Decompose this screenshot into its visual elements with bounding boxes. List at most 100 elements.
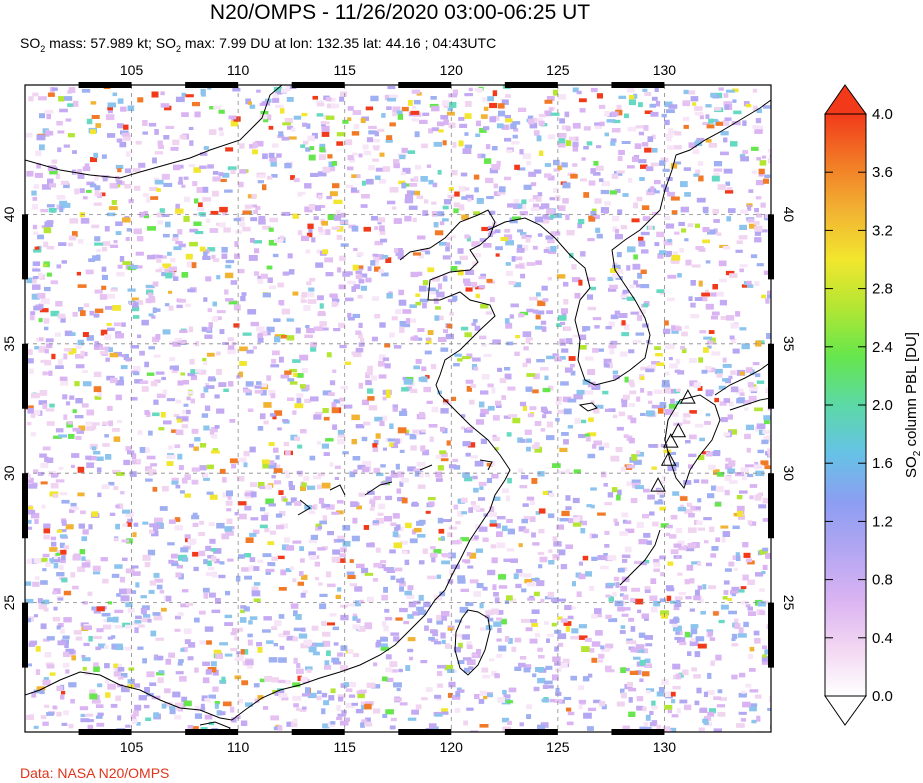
so2-pixel xyxy=(480,390,489,395)
so2-pixel xyxy=(389,661,398,667)
so2-pixel xyxy=(672,412,679,417)
so2-pixel xyxy=(246,663,253,669)
so2-pixel xyxy=(262,153,268,160)
so2-pixel xyxy=(74,188,80,195)
so2-pixel xyxy=(268,442,275,447)
so2-pixel xyxy=(418,594,424,601)
lon-label-top: 110 xyxy=(227,62,250,78)
so2-pixel xyxy=(379,152,385,157)
so2-pixel xyxy=(461,414,466,418)
so2-pixel xyxy=(80,510,86,515)
so2-pixel xyxy=(572,522,582,527)
so2-pixel xyxy=(687,527,697,533)
so2-pixel xyxy=(661,383,670,388)
so2-pixel xyxy=(211,254,216,260)
so2-pixel xyxy=(81,403,89,408)
so2-pixel xyxy=(225,264,232,269)
so2-pixel xyxy=(550,231,556,237)
so2-pixel xyxy=(364,703,372,710)
so2-pixel xyxy=(569,606,576,610)
so2-pixel xyxy=(386,200,396,205)
so2-pixel xyxy=(152,157,157,164)
so2-pixel xyxy=(56,572,65,577)
so2-pixel xyxy=(568,518,576,524)
so2-pixel xyxy=(170,272,176,278)
so2-pixel xyxy=(691,561,701,565)
so2-pixel xyxy=(384,343,391,348)
so2-pixel xyxy=(690,280,696,286)
so2-pixel xyxy=(107,133,116,138)
so2-pixel xyxy=(253,271,260,276)
so2-pixel xyxy=(761,439,769,445)
so2-pixel xyxy=(413,468,423,472)
so2-pixel xyxy=(552,656,561,663)
so2-pixel xyxy=(290,603,299,609)
so2-pixel xyxy=(308,287,315,292)
so2-pixel xyxy=(537,206,544,210)
so2-pixel xyxy=(301,482,307,488)
so2-pixel xyxy=(421,697,428,701)
so2-pixel xyxy=(352,517,358,524)
so2-pixel xyxy=(281,308,290,315)
so2-pixel xyxy=(651,134,656,140)
so2-pixel xyxy=(616,494,621,501)
so2-pixel xyxy=(255,206,261,210)
so2-pixel xyxy=(587,306,596,311)
so2-pixel xyxy=(38,318,43,323)
so2-pixel xyxy=(369,507,375,511)
so2-pixel xyxy=(605,594,611,598)
so2-pixel xyxy=(139,350,145,356)
so2-pixel xyxy=(440,426,446,432)
so2-pixel xyxy=(633,656,641,660)
so2-pixel xyxy=(491,557,498,564)
so2-pixel xyxy=(572,581,576,587)
so2-pixel xyxy=(489,297,495,303)
so2-pixel xyxy=(686,502,692,507)
so2-pixel xyxy=(512,134,518,139)
so2-pixel xyxy=(139,447,146,453)
so2-pixel xyxy=(423,386,431,393)
so2-pixel xyxy=(85,269,94,275)
so2-pixel xyxy=(547,250,557,254)
so2-pixel xyxy=(151,91,159,98)
so2-pixel xyxy=(466,426,474,430)
so2-pixel xyxy=(763,436,771,442)
so2-pixel xyxy=(656,289,665,293)
so2-pixel xyxy=(251,590,261,597)
so2-pixel xyxy=(702,718,708,723)
so2-pixel xyxy=(478,526,488,532)
so2-pixel xyxy=(351,702,358,706)
so2-pixel xyxy=(408,190,415,195)
so2-pixel xyxy=(666,524,673,529)
so2-pixel xyxy=(630,598,636,603)
so2-pixel xyxy=(42,403,48,410)
so2-pixel xyxy=(496,516,506,520)
so2-pixel xyxy=(433,141,443,147)
so2-pixel xyxy=(172,691,181,698)
so2-pixel xyxy=(205,385,215,389)
so2-pixel xyxy=(40,298,50,305)
so2-pixel xyxy=(507,149,513,154)
so2-pixel xyxy=(479,627,487,631)
so2-pixel xyxy=(112,428,120,432)
so2-pixel xyxy=(563,299,569,305)
so2-pixel xyxy=(39,337,44,341)
so2-pixel xyxy=(572,87,579,93)
so2-pixel xyxy=(109,377,118,384)
so2-pixel xyxy=(43,318,50,324)
so2-pixel xyxy=(536,135,542,142)
so2-pixel xyxy=(532,309,539,314)
so2-pixel xyxy=(648,400,653,404)
so2-pixel xyxy=(684,579,690,585)
so2-pixel xyxy=(529,516,536,522)
so2-pixel xyxy=(593,160,599,166)
so2-pixel xyxy=(205,249,210,254)
so2-pixel xyxy=(345,702,355,709)
so2-pixel xyxy=(379,420,385,427)
so2-pixel xyxy=(228,115,237,120)
so2-pixel xyxy=(649,103,656,108)
so2-pixel xyxy=(154,578,164,583)
so2-pixel xyxy=(461,214,469,220)
so2-pixel xyxy=(292,682,301,688)
so2-pixel xyxy=(705,104,712,108)
